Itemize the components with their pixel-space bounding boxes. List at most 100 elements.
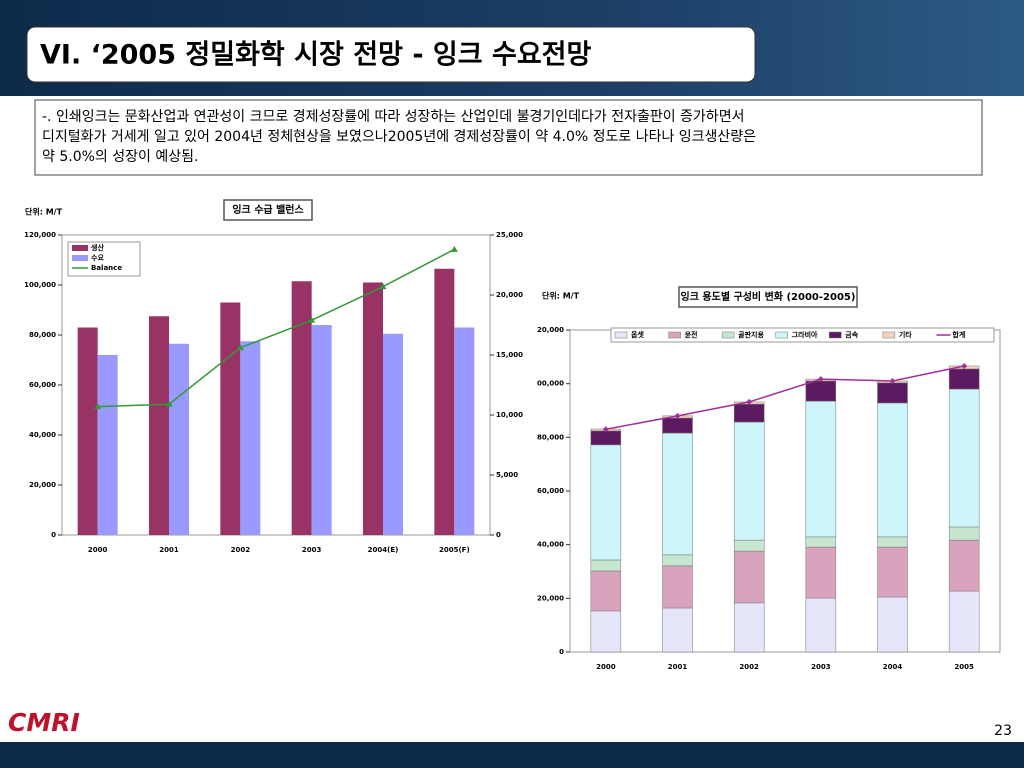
bar-segment <box>805 546 837 599</box>
y-tick-label: 0 <box>559 648 564 656</box>
bar <box>434 268 455 535</box>
bar <box>149 316 169 535</box>
legend-swatch <box>614 331 628 339</box>
bar-segment <box>733 550 765 604</box>
y-tick-label: 80,000 <box>29 331 56 339</box>
line <box>97 248 455 408</box>
bar-segment <box>733 421 765 541</box>
y2-tick-label: 5,000 <box>496 471 518 479</box>
y-tick-label: 40,000 <box>29 431 56 439</box>
chart-title: 잉크 수급 밸런스 <box>232 203 303 216</box>
plot-area <box>61 234 491 536</box>
legend-swatch <box>668 331 681 339</box>
line-marker <box>889 377 896 384</box>
bar-segment <box>590 559 622 572</box>
legend-swatch <box>829 331 842 339</box>
y2-tick-label: 15,000 <box>496 351 523 359</box>
x-tick-label: 2004(E) <box>368 546 399 554</box>
body-line: 약 5.0%의 성장이 예상됨. <box>42 149 198 165</box>
line-marker <box>94 403 102 410</box>
bar-segment <box>733 539 765 552</box>
legend-swatch <box>721 331 735 339</box>
legend-swatch <box>72 255 88 261</box>
bar-segment <box>662 607 693 653</box>
y-tick-label: 60,000 <box>537 487 564 495</box>
x-tick-label: 2003 <box>302 546 322 554</box>
x-tick-label: 2002 <box>739 663 759 671</box>
bar-segment <box>948 539 980 592</box>
y-tick-label: 40,000 <box>537 541 564 549</box>
line-marker <box>602 426 609 433</box>
bar-segment <box>662 554 693 567</box>
bar <box>291 281 312 535</box>
bar-segment <box>877 596 908 653</box>
bar-segment <box>590 430 622 446</box>
line-marker <box>379 283 387 290</box>
y-tick-label: 20,000 <box>29 481 56 489</box>
title-box <box>26 26 756 83</box>
legend-label: 옵셋 <box>631 330 644 339</box>
line-marker <box>450 245 458 252</box>
bar <box>383 333 403 535</box>
x-tick-label: 2001 <box>159 546 179 554</box>
bar-segment <box>948 590 980 653</box>
x-tick-label: 2004 <box>883 663 903 671</box>
y2-tick-label: 0 <box>496 531 501 539</box>
bar <box>220 302 241 535</box>
body-line: 디지털화가 거세게 일고 있어 2004년 정체현상을 보였으나2005년에 경… <box>42 129 756 145</box>
bar <box>454 327 475 535</box>
unit-label: 단위: M/T <box>542 291 580 301</box>
legend-label: 수요 <box>91 254 104 262</box>
line-marker <box>674 412 681 419</box>
logo: CMRI <box>8 708 80 737</box>
bar-segment <box>662 432 693 556</box>
legend-label: Balance <box>91 264 122 272</box>
body-line: -. 인쇄잉크는 문화산업과 연관성이 크므로 경제성장률에 따라 성장하는 산… <box>42 109 744 125</box>
body-box <box>34 99 983 176</box>
y2-tick-label: 25,000 <box>496 231 523 239</box>
unit-label: 단위: M/T <box>25 207 63 217</box>
bar-segment <box>877 402 908 538</box>
bar-segment <box>733 602 765 653</box>
chart-title-box <box>223 199 313 221</box>
y-tick-label: 120,000 <box>24 231 56 239</box>
bar-segment <box>877 382 908 404</box>
line-marker <box>165 400 173 407</box>
chart-title-box <box>678 286 858 308</box>
x-tick-label: 2000 <box>596 663 616 671</box>
y-tick-label: 60,000 <box>29 381 56 389</box>
x-tick-label: 2003 <box>811 663 831 671</box>
x-tick-label: 2005 <box>954 663 974 671</box>
y-tick-label: 20,000 <box>537 594 564 602</box>
line-marker <box>817 376 824 383</box>
footer-band <box>0 742 1024 768</box>
bar-segment <box>805 597 837 653</box>
bar-segment <box>590 444 622 561</box>
slide-title: VI. ‘2005 정밀화학 시장 전망 - 잉크 수요전망 <box>40 40 592 71</box>
line-marker <box>308 316 316 323</box>
legend-label: 금속 <box>845 330 858 339</box>
line-marker <box>961 362 968 369</box>
bar <box>97 355 118 535</box>
bar-segment <box>877 536 908 548</box>
y-tick-label: 00,000 <box>537 380 564 388</box>
bar-segment <box>805 400 837 538</box>
bar-segment <box>590 610 622 653</box>
legend-swatch <box>775 331 788 339</box>
bar-segment <box>662 565 693 609</box>
bar-segment <box>948 388 980 528</box>
plot-area <box>569 329 1001 653</box>
x-tick-label: 2002 <box>231 546 251 554</box>
bar <box>311 325 332 535</box>
y-tick-label: 80,000 <box>537 433 564 441</box>
bar-segment <box>805 536 837 548</box>
y-tick-label: 0 <box>51 531 56 539</box>
page-number: 23 <box>994 723 1012 739</box>
x-tick-label: 2005(F) <box>439 546 470 554</box>
line-marker <box>236 344 244 351</box>
legend-label: 그라비아 <box>792 330 818 339</box>
line-marker <box>746 398 753 405</box>
chart-title: 잉크 용도별 구성비 변화 (2000-2005) <box>681 290 856 303</box>
bar-segment <box>948 368 980 390</box>
x-tick-label: 2000 <box>88 546 108 554</box>
